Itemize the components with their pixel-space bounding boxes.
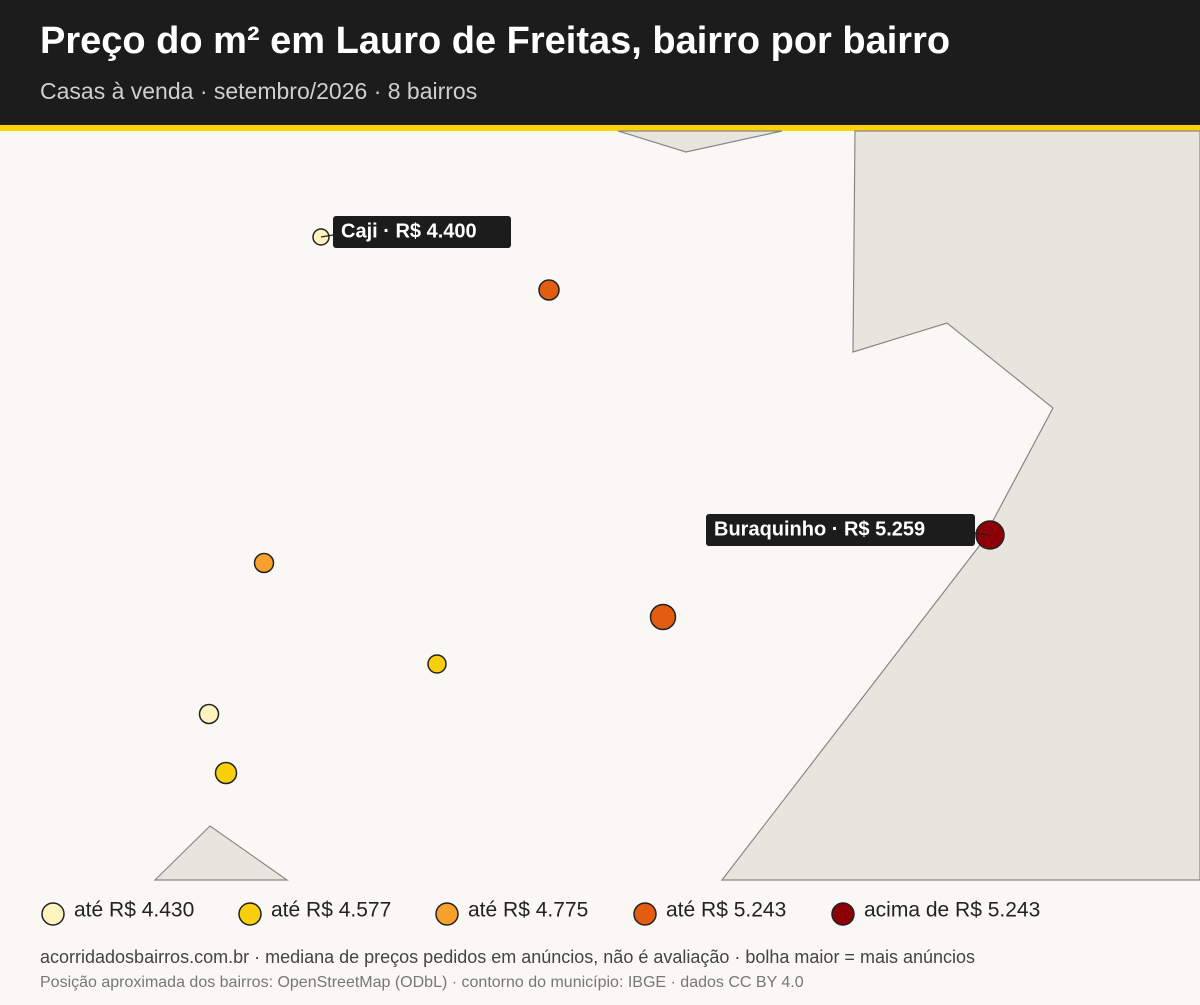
legend-label: até R$ 5.243 [666, 899, 786, 922]
neighbor-area [617, 130, 783, 153]
neighborhood-point [427, 654, 447, 674]
label-box [706, 514, 975, 546]
legend: até R$ 4.430 até R$ 4.577 até R$ 4.775 até … [41, 899, 1040, 926]
legend-swatch [633, 902, 657, 926]
neighborhood-point [649, 603, 677, 631]
title: Preço do m² em Lauro de Freitas, bairro … [40, 20, 950, 62]
subtitle: Casas à venda · setembro/2026 · 8 bairro… [40, 78, 477, 104]
point-label: Caji · R$ 4.400 [341, 220, 477, 242]
neighborhood-point [538, 279, 560, 301]
legend-label: até R$ 4.430 [74, 899, 194, 922]
label-leader [974, 532, 991, 536]
header-stripe [0, 125, 1200, 131]
neighborhood-point [253, 552, 275, 574]
point-label: Buraquinho · R$ 5.259 [714, 518, 925, 540]
legend-label: até R$ 4.577 [271, 899, 391, 922]
footer-attribution: Posição aproximada dos bairros: OpenStre… [40, 974, 804, 991]
neighborhood-point [214, 761, 238, 785]
legend-swatch [238, 902, 262, 926]
footer-source: acorridadosbairros.com.br · mediana de p… [40, 947, 975, 967]
label-box [333, 216, 511, 248]
legend-swatch [41, 902, 65, 926]
neighbor-area [153, 825, 289, 881]
label-leader [320, 234, 334, 238]
neighborhood-point [198, 703, 220, 725]
legend-label: acima de R$ 5.243 [864, 899, 1040, 922]
map: Caji · R$ 4.400 Buraquinho · R$ 5.259 [153, 130, 1200, 881]
legend-label: até R$ 4.775 [468, 899, 588, 922]
legend-swatch [435, 902, 459, 926]
legend-swatch [831, 902, 855, 926]
points [198, 228, 1005, 785]
header-bg [0, 0, 1200, 125]
